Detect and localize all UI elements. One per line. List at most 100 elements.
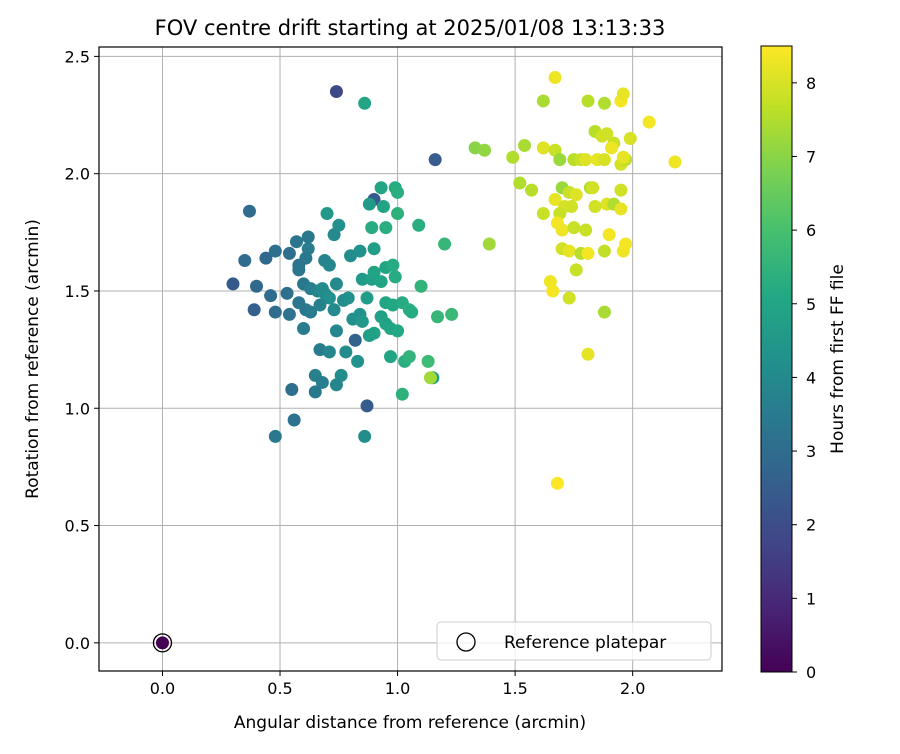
data-point	[355, 314, 369, 328]
colorbar-tick-label: 2	[806, 516, 816, 535]
y-axis-ticks: 0.0 0.5 1.0 1.5 2.0 2.5	[65, 47, 99, 653]
data-point	[668, 155, 682, 169]
data-point	[642, 115, 656, 129]
data-point	[616, 150, 630, 164]
y-tick-label: 0.5	[65, 517, 90, 536]
reference-point	[155, 636, 169, 650]
data-point	[360, 399, 374, 413]
data-point	[259, 251, 273, 265]
legend[interactable]: Reference platepar	[436, 621, 712, 661]
data-point	[579, 223, 593, 237]
chart-title: FOV centre drift starting at 2025/01/08 …	[155, 16, 666, 40]
data-point	[482, 237, 496, 251]
data-point	[362, 197, 376, 211]
data-point	[348, 333, 362, 347]
data-point	[339, 345, 353, 359]
x-tick-label: 1.0	[385, 679, 410, 698]
data-point	[360, 291, 374, 305]
data-point	[536, 94, 550, 108]
colorbar-label: Hours from first FF file	[828, 264, 848, 454]
data-point	[525, 183, 539, 197]
data-point	[536, 207, 550, 221]
data-point	[282, 307, 296, 321]
x-tick-label: 1.5	[502, 679, 527, 698]
data-point	[445, 307, 459, 321]
data-point	[376, 200, 390, 214]
data-point	[536, 141, 550, 155]
data-point	[268, 429, 282, 443]
data-point	[268, 305, 282, 319]
data-point	[301, 230, 315, 244]
data-point	[569, 263, 583, 277]
reference-marker-layer	[152, 633, 173, 653]
data-point	[322, 291, 336, 305]
data-point	[548, 70, 562, 84]
data-point	[327, 228, 341, 242]
data-point	[553, 153, 567, 167]
data-point	[250, 279, 264, 293]
grid-lines	[99, 47, 722, 671]
legend-entry-reference-platepar: Reference platepar	[504, 633, 666, 653]
colorbar-ticks: 0 1 2 3 4 5 6 7 8	[792, 74, 816, 682]
data-point	[289, 235, 303, 249]
colorbar-tick-label: 0	[806, 663, 816, 682]
data-point	[358, 429, 372, 443]
data-point	[379, 221, 393, 235]
data-point	[562, 291, 576, 305]
data-point	[506, 150, 520, 164]
data-point	[362, 329, 376, 343]
data-point	[569, 188, 583, 202]
data-point	[518, 139, 532, 153]
data-point	[623, 131, 637, 145]
data-point	[268, 244, 282, 258]
y-tick-label: 2.0	[65, 165, 90, 184]
data-point	[605, 141, 619, 155]
data-point	[478, 143, 492, 157]
data-point	[421, 354, 435, 368]
data-point	[329, 277, 343, 291]
data-point	[562, 244, 576, 258]
data-point	[600, 127, 614, 141]
data-point	[315, 375, 329, 389]
x-tick-label: 2.0	[620, 679, 645, 698]
colorbar-tick-label: 6	[806, 221, 816, 240]
y-tick-label: 1.5	[65, 282, 90, 301]
plot-frame	[98, 46, 723, 672]
data-point	[414, 279, 428, 293]
data-point	[391, 185, 405, 199]
data-point	[555, 223, 569, 237]
data-point	[367, 242, 381, 256]
data-point	[579, 153, 593, 167]
data-point	[402, 350, 416, 364]
data-point	[226, 277, 240, 291]
data-point	[388, 270, 402, 284]
data-point	[438, 237, 452, 251]
data-point	[614, 183, 628, 197]
data-point	[327, 303, 341, 317]
data-point	[384, 350, 398, 364]
data-point	[597, 96, 611, 110]
data-point	[581, 94, 595, 108]
data-point	[602, 228, 616, 242]
data-point	[285, 382, 299, 396]
y-axis-label: Rotation from reference (arcmin)	[23, 219, 43, 499]
data-point	[391, 207, 405, 221]
data-point	[320, 207, 334, 221]
data-point	[329, 85, 343, 99]
data-point	[428, 153, 442, 167]
data-point	[329, 324, 343, 338]
data-points	[226, 70, 682, 490]
data-point	[292, 263, 306, 277]
y-tick-label: 1.0	[65, 399, 90, 418]
data-point	[405, 305, 419, 319]
data-point	[374, 275, 388, 289]
data-point	[546, 284, 560, 298]
data-point	[586, 181, 600, 195]
colorbar-tick-label: 5	[806, 295, 816, 314]
data-point	[282, 246, 296, 260]
y-tick-label: 2.5	[65, 47, 90, 66]
data-point	[581, 347, 595, 361]
reference-platepar-marker	[152, 633, 173, 653]
